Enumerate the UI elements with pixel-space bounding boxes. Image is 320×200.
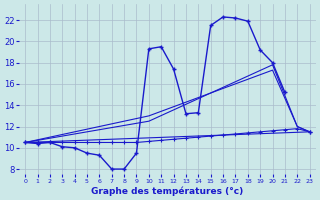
X-axis label: Graphe des températures (°c): Graphe des températures (°c) xyxy=(91,186,244,196)
